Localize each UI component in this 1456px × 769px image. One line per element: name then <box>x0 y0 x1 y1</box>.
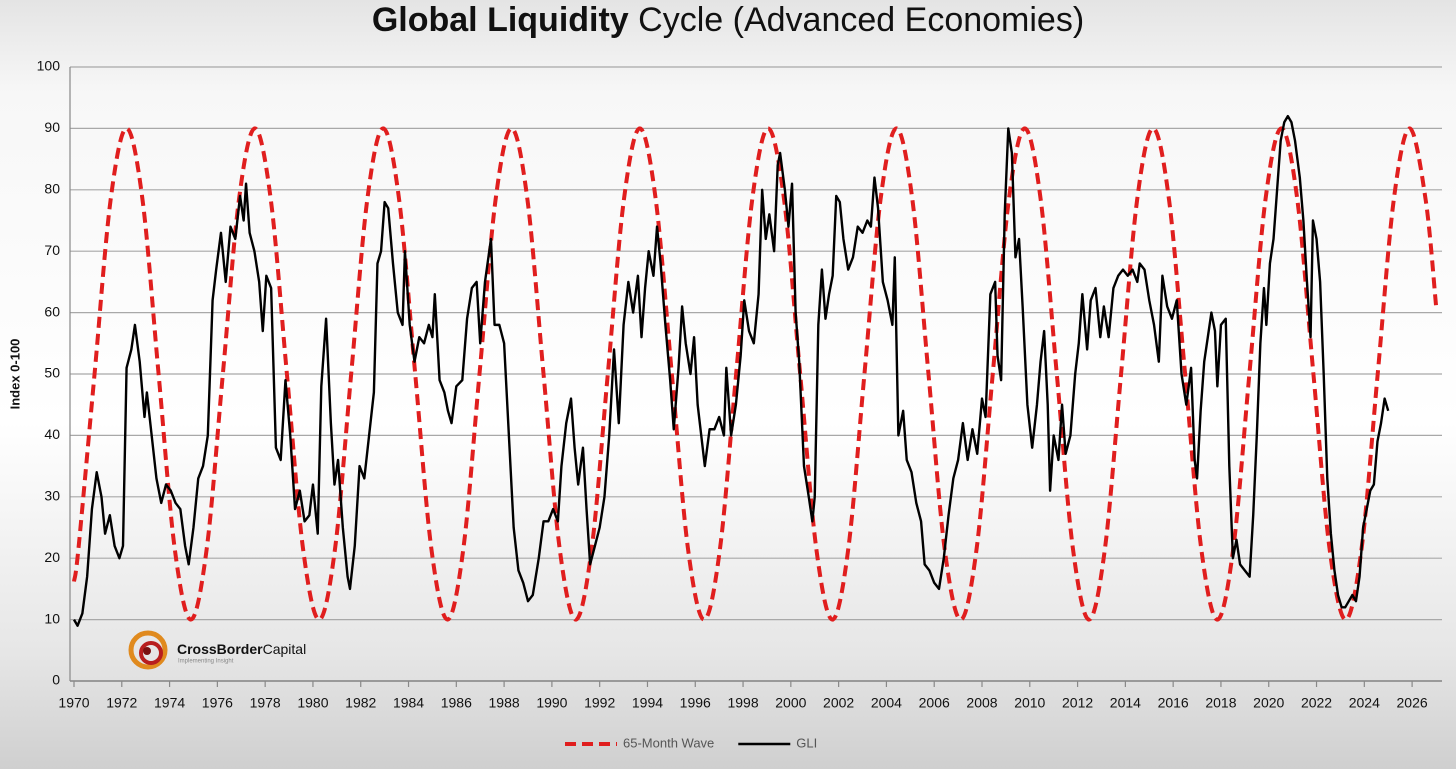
logo-name: CrossBorderCapital <box>177 641 306 657</box>
logo-rest: Capital <box>263 641 307 657</box>
legend-label: 65-Month Wave <box>623 735 714 750</box>
x-tick-label: 1988 <box>489 695 520 711</box>
line-series <box>72 114 1390 627</box>
x-tick-label: 2004 <box>871 695 902 711</box>
x-tick-label: 1998 <box>727 695 758 711</box>
y-tick-label: 90 <box>44 119 60 135</box>
logo: CrossBorderCapital Implementing Insight <box>128 630 306 670</box>
y-tick-label: 100 <box>37 58 61 74</box>
x-tick-label: 1990 <box>536 695 567 711</box>
x-tick-label: 2014 <box>1110 695 1141 711</box>
legend: 65-Month Wave GLI <box>565 735 817 750</box>
x-tick-label: 2016 <box>1158 695 1189 711</box>
x-tick-label: 2020 <box>1253 695 1284 711</box>
x-tick-label: 1980 <box>297 695 328 711</box>
x-tick-label: 1992 <box>584 695 615 711</box>
logo-ring <box>139 641 163 665</box>
x-tick-label: 2022 <box>1301 695 1332 711</box>
x-tick-label: 1970 <box>58 695 89 711</box>
x-tick-label: 1978 <box>250 695 281 711</box>
y-tick-label: 40 <box>44 426 60 442</box>
title-rest: Cycle (Advanced Economies) <box>629 1 1084 39</box>
logo-bold: CrossBorder <box>177 641 263 657</box>
x-tick-label: 2000 <box>775 695 806 711</box>
logo-dot <box>143 647 151 655</box>
x-tick-label: 1996 <box>680 695 711 711</box>
x-tick-label: 2012 <box>1062 695 1093 711</box>
y-tick-label: 20 <box>44 549 60 565</box>
y-tick-label: 10 <box>44 610 60 626</box>
x-tick-label: 2026 <box>1397 695 1428 711</box>
legend-label: GLI <box>796 735 817 750</box>
x-tick-label: 1972 <box>106 695 137 711</box>
y-axis-label: Index 0-100 <box>7 339 22 410</box>
x-tick-label: 2018 <box>1205 695 1236 711</box>
y-tick-label: 80 <box>44 181 60 197</box>
y-tick-label: 0 <box>52 672 60 688</box>
y-tick-label: 50 <box>44 365 60 381</box>
x-tick-label: 2006 <box>919 695 950 711</box>
y-tick-label: 30 <box>44 488 60 504</box>
y-tick-label: 60 <box>44 303 60 319</box>
x-tick-label: 1984 <box>393 695 424 711</box>
y-tick-label: 70 <box>44 242 60 258</box>
x-tick-label: 2008 <box>966 695 997 711</box>
x-tick-label: 1976 <box>202 695 233 711</box>
chart-title: Global Liquidity Cycle (Advanced Economi… <box>372 1 1084 39</box>
x-tick-label: 2010 <box>1014 695 1045 711</box>
x-tick-label: 1974 <box>154 695 185 711</box>
x-tick-label: 1994 <box>632 695 663 711</box>
line-series <box>72 126 1438 622</box>
x-tick-label: 1986 <box>441 695 472 711</box>
logo-ring <box>128 630 168 670</box>
title-bold: Global Liquidity <box>372 1 629 39</box>
x-tick-label: 2002 <box>823 695 854 711</box>
x-tick-label: 1982 <box>345 695 376 711</box>
logo-tagline: Implementing Insight <box>178 659 234 665</box>
x-tick-label: 2024 <box>1349 695 1380 711</box>
